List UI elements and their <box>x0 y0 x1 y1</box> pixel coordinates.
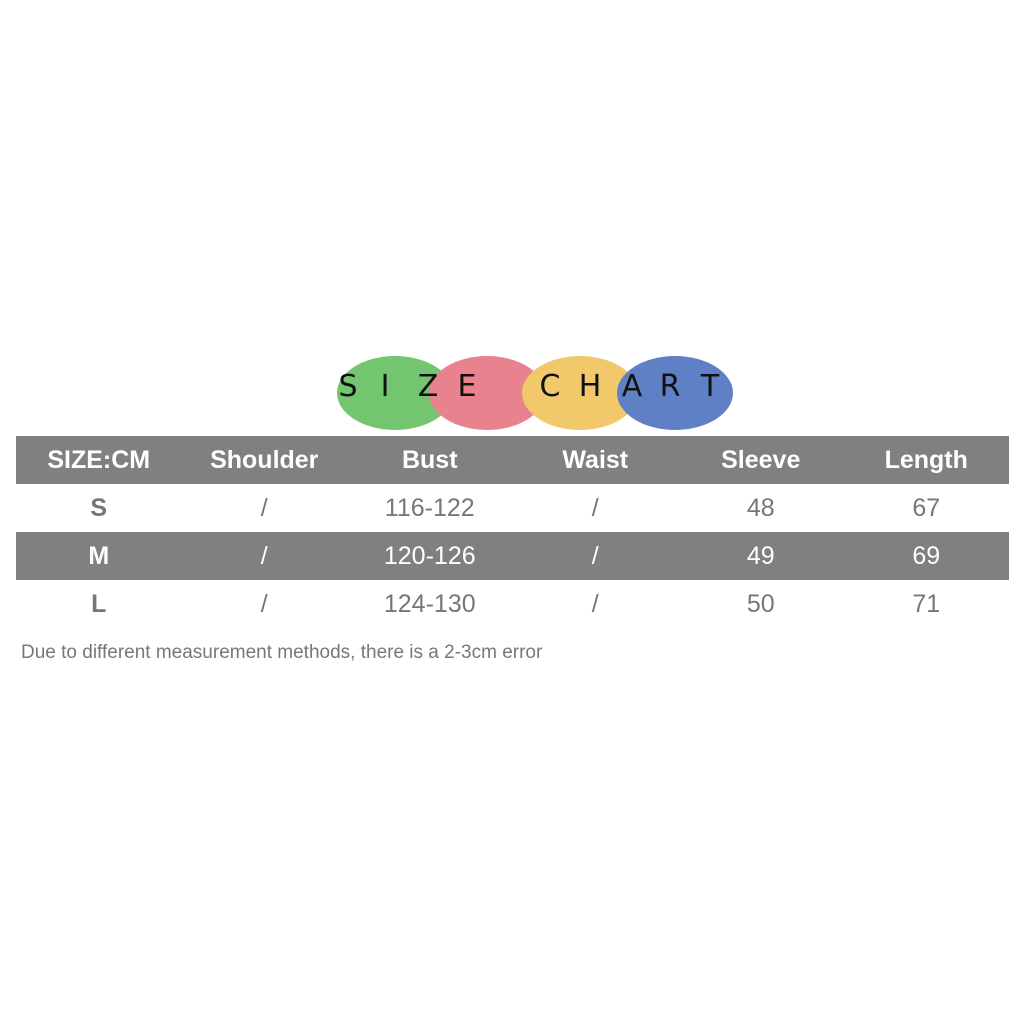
table-header: SIZE:CM Shoulder Bust Waist Sleeve Lengt… <box>16 436 1009 484</box>
cell-bust: 120-126 <box>383 541 476 570</box>
cell-size: S <box>90 493 108 522</box>
table-row: L / 124-130 / 50 71 <box>16 580 1009 628</box>
cell-sleeve: 49 <box>746 541 775 570</box>
cell-length: 71 <box>912 589 941 618</box>
cell-bust: 124-130 <box>383 589 476 618</box>
header-size: SIZE:CM <box>47 445 151 474</box>
logo-letter: R <box>660 369 681 404</box>
logo-letter: I <box>381 369 390 404</box>
logo-letter: S <box>338 369 357 404</box>
logo-letter: C <box>540 369 561 404</box>
cell-waist: / <box>591 541 599 570</box>
green-circle <box>337 356 453 430</box>
measurement-note: Due to different measurement methods, th… <box>21 642 543 663</box>
logo-letter: Z <box>418 369 439 404</box>
table-row: S / 116-122 / 48 67 <box>16 484 1009 532</box>
cell-length: 67 <box>912 493 941 522</box>
cell-shoulder: / <box>260 589 268 618</box>
cell-length: 69 <box>912 541 941 570</box>
header-bust: Bust <box>401 445 458 474</box>
cell-sleeve: 50 <box>746 589 775 618</box>
cell-waist: / <box>591 589 599 618</box>
logo-letter: A <box>622 369 643 404</box>
cell-shoulder: / <box>260 541 268 570</box>
logo-letter: H <box>579 369 602 404</box>
cell-shoulder: / <box>260 493 268 522</box>
size-chart-logo: S I Z E C H A R T <box>337 356 733 430</box>
pink-circle <box>429 356 545 430</box>
cell-size: M <box>88 541 110 570</box>
logo-letter: E <box>458 369 477 404</box>
header-length: Length <box>884 445 968 474</box>
blue-circle <box>617 356 733 430</box>
cell-waist: / <box>591 493 599 522</box>
table-row: M / 120-126 / 49 69 <box>16 532 1009 580</box>
header-shoulder: Shoulder <box>210 445 319 474</box>
cell-bust: 116-122 <box>384 493 475 522</box>
cell-size: L <box>91 589 107 618</box>
header-sleeve: Sleeve <box>721 445 801 474</box>
cell-sleeve: 48 <box>746 493 775 522</box>
header-waist: Waist <box>562 445 629 474</box>
yellow-circle <box>522 356 638 430</box>
size-table: SIZE:CM Shoulder Bust Waist Sleeve Lengt… <box>16 436 1009 628</box>
logo-letter: T <box>700 369 720 404</box>
